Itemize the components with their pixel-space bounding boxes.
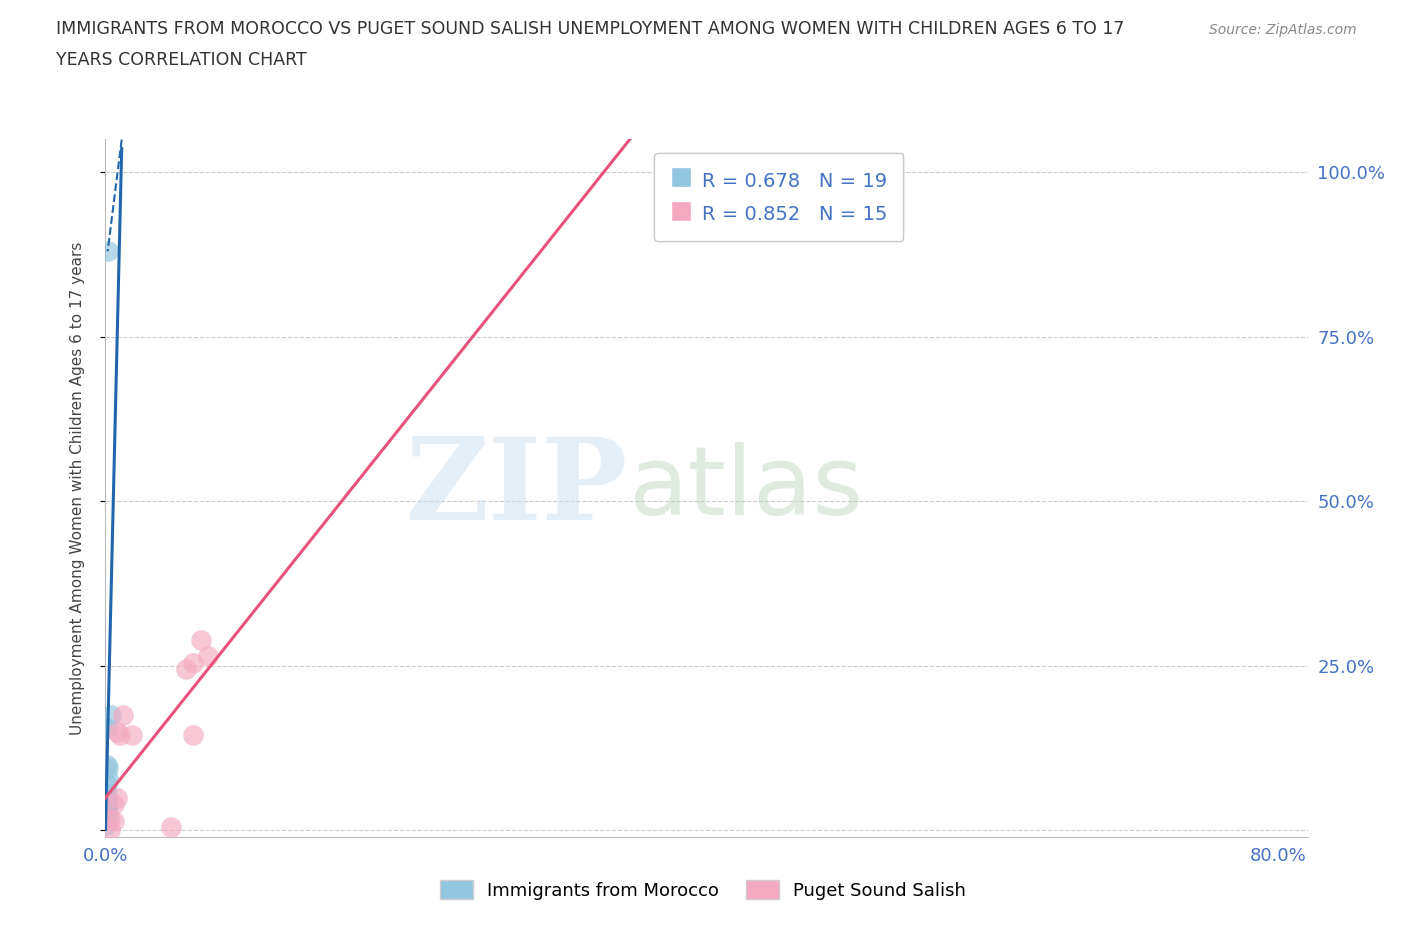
Text: atlas: atlas: [628, 442, 863, 535]
Point: [112, 708, 135, 723]
Point: [96, 770, 118, 785]
Point: [105, 724, 128, 739]
Point: [97, 244, 120, 259]
Point: [96, 791, 118, 806]
Point: [96, 777, 118, 791]
Y-axis label: Unemployment Among Women with Children Ages 6 to 17 years: Unemployment Among Women with Children A…: [70, 242, 84, 735]
Point: [96, 811, 118, 826]
Point: [160, 819, 183, 834]
Point: [96, 802, 118, 817]
Legend: Immigrants from Morocco, Puget Sound Salish: Immigrants from Morocco, Puget Sound Sal…: [433, 873, 973, 907]
Point: [197, 648, 219, 663]
Point: [98, 823, 121, 838]
Text: YEARS CORRELATION CHART: YEARS CORRELATION CHART: [56, 51, 307, 69]
Point: [105, 790, 128, 805]
Point: [103, 797, 125, 812]
Point: [183, 656, 205, 671]
Point: [96, 800, 118, 815]
Point: [97, 761, 120, 776]
Point: [100, 708, 122, 723]
Point: [96, 795, 118, 810]
Point: [96, 757, 118, 772]
Point: [96, 806, 118, 821]
Point: [190, 632, 212, 647]
Text: IMMIGRANTS FROM MOROCCO VS PUGET SOUND SALISH UNEMPLOYMENT AMONG WOMEN WITH CHIL: IMMIGRANTS FROM MOROCCO VS PUGET SOUND S…: [56, 20, 1125, 38]
Point: [98, 811, 121, 826]
Point: [121, 727, 143, 742]
Point: [108, 727, 131, 742]
Point: [94, 817, 117, 832]
Text: Source: ZipAtlas.com: Source: ZipAtlas.com: [1209, 23, 1357, 37]
Point: [96, 808, 118, 823]
Point: [103, 813, 125, 828]
Point: [183, 727, 205, 742]
Point: [174, 662, 197, 677]
Point: [96, 811, 118, 826]
Text: ZIP: ZIP: [406, 432, 628, 544]
Point: [96, 721, 118, 736]
Legend: R = 0.678   N = 19, R = 0.852   N = 15: R = 0.678 N = 19, R = 0.852 N = 15: [654, 153, 904, 241]
Point: [96, 787, 118, 802]
Point: [96, 802, 118, 817]
Point: [96, 798, 118, 813]
